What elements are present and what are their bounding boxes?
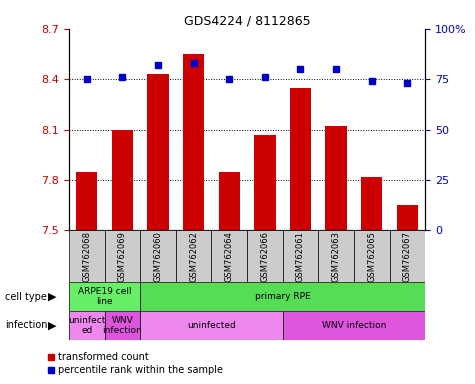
Text: ▶: ▶ [48,320,56,331]
Bar [218,172,240,230]
Bar [397,205,418,230]
Bar [69,311,104,340]
Bar [140,311,283,340]
Bar [69,230,104,282]
Text: ARPE19 cell
line: ARPE19 cell line [78,287,131,306]
Bar [176,230,211,282]
Text: WNV infection: WNV infection [322,321,386,330]
Bar [283,311,425,340]
Text: WNV
infection: WNV infection [103,316,142,335]
Bar [140,282,425,311]
Text: uninfected: uninfected [187,321,236,330]
Bar [104,311,140,340]
Bar [147,74,169,230]
Bar [104,230,140,282]
Bar [183,54,204,230]
Text: ▶: ▶ [48,291,56,302]
Legend: transformed count, percentile rank within the sample: transformed count, percentile rank withi… [43,348,228,379]
Bar [283,230,318,282]
Bar [247,230,283,282]
Text: GSM762068: GSM762068 [82,231,91,282]
Bar [112,130,133,230]
Text: GSM762063: GSM762063 [332,231,341,282]
Text: cell type: cell type [5,291,47,302]
Text: GSM762062: GSM762062 [189,231,198,282]
Bar [390,230,425,282]
Text: GSM762064: GSM762064 [225,231,234,282]
Text: uninfect
ed: uninfect ed [68,316,105,335]
Bar [361,177,382,230]
Bar [76,172,97,230]
Text: GSM762065: GSM762065 [367,231,376,282]
Bar [254,135,276,230]
Bar [290,88,311,230]
Text: primary RPE: primary RPE [255,292,311,301]
Bar [354,230,390,282]
Bar [325,126,347,230]
Bar [140,230,176,282]
Bar [318,230,354,282]
Text: GSM762067: GSM762067 [403,231,412,282]
Text: GSM762061: GSM762061 [296,231,305,282]
Text: GSM762069: GSM762069 [118,231,127,282]
Text: GSM762066: GSM762066 [260,231,269,282]
Text: infection: infection [5,320,47,331]
Bar [211,230,247,282]
Title: GDS4224 / 8112865: GDS4224 / 8112865 [184,15,310,28]
Text: GSM762060: GSM762060 [153,231,162,282]
Bar [69,282,140,311]
